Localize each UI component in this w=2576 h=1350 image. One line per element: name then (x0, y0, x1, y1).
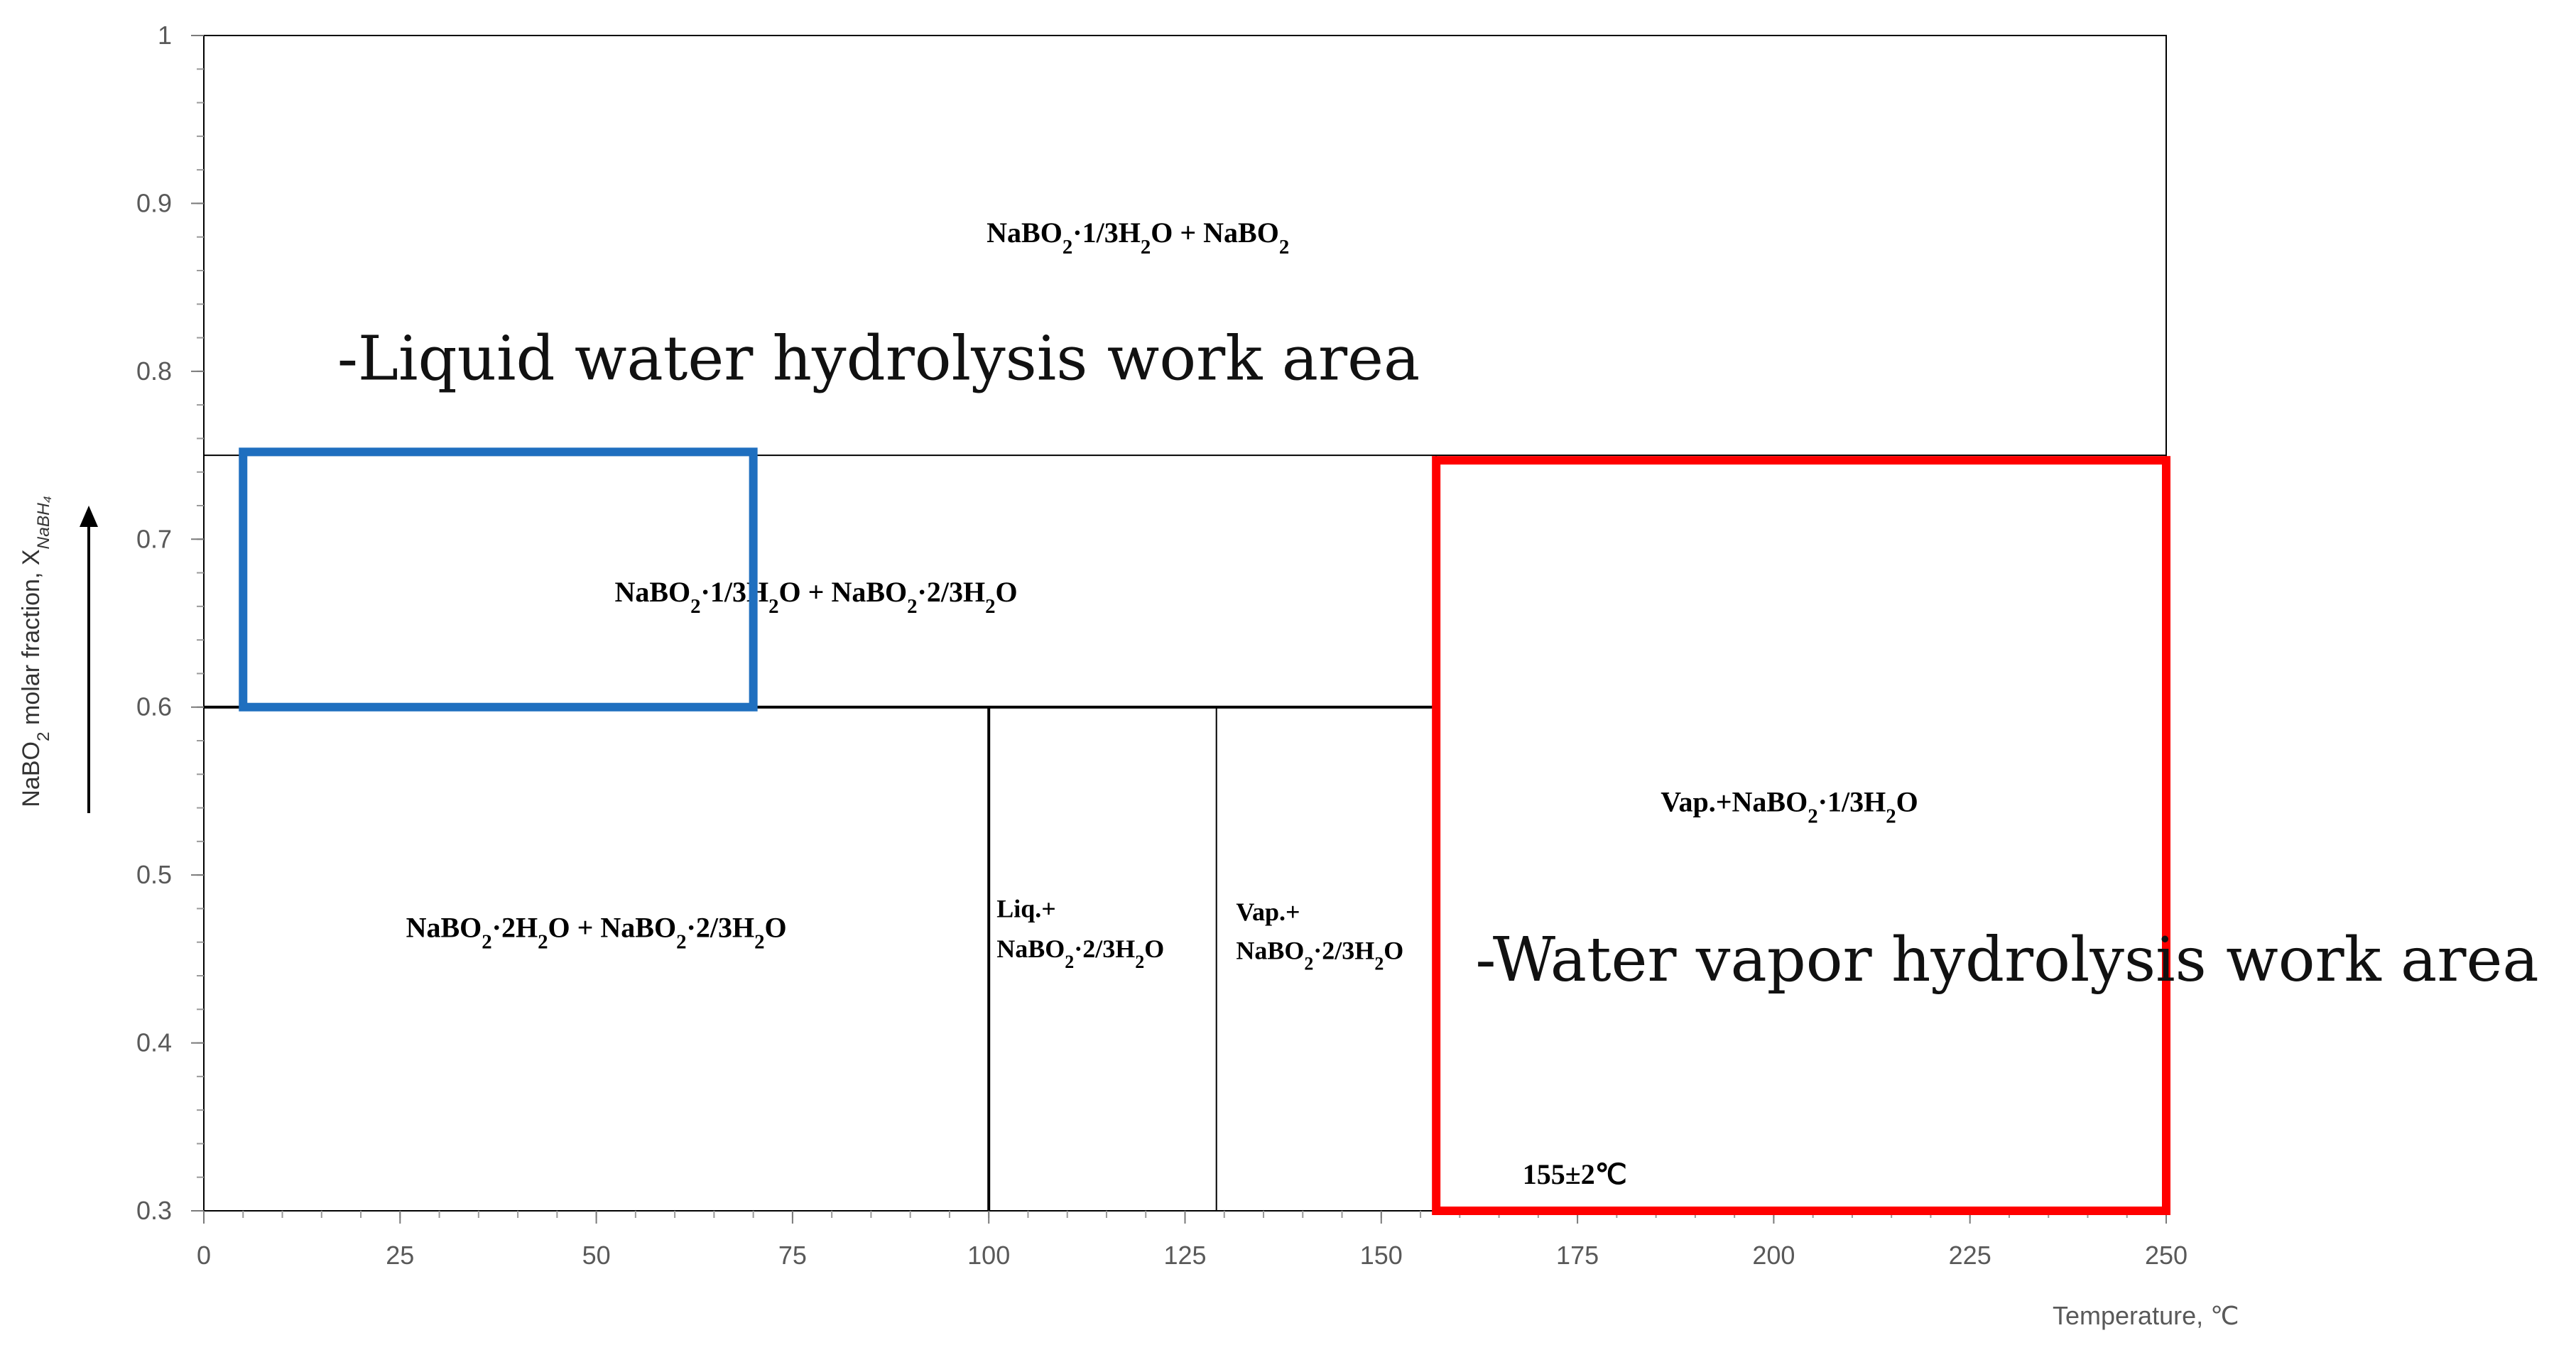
x-tick-label: 200 (1752, 1241, 1795, 1270)
x-tick-label: 50 (582, 1241, 611, 1270)
region-bottom-left: NaBO2·2H2O + NaBO2·2/3H2O (406, 912, 787, 954)
region-top: NaBO2·1/3H2O + NaBO2 (987, 217, 1289, 258)
y-tick-label: 0.6 (136, 692, 172, 722)
x-tick-label: 250 (2145, 1241, 2188, 1270)
liquid-work-area-box (239, 447, 758, 712)
y-tick-label: 0.5 (136, 860, 172, 889)
region-vapor-mid-line1: Vap.+ (1236, 898, 1300, 926)
x-tick-label: 25 (386, 1241, 414, 1270)
y-tick-label: 0.8 (136, 356, 172, 386)
x-axis-title: Temperature, ℃ (2053, 1301, 2239, 1330)
y-tick-label: 0.9 (136, 188, 172, 217)
x-tick-label: 0 (197, 1241, 211, 1270)
region-liquid-line2: NaBO2·2/3H2O (996, 935, 1164, 972)
y-axis-title: NaBO2 molar fraction, XNaBH₄ (18, 496, 53, 807)
region-vapor-mid-line2: NaBO2·2/3H2O (1236, 936, 1403, 974)
x-tick-label: 100 (967, 1241, 1010, 1270)
y-tick-label: 0.4 (136, 1028, 172, 1057)
liquid-work-area-label: -Liquid water hydrolysis work area (337, 324, 1420, 395)
y-tick-label: 0.3 (136, 1196, 172, 1225)
transition-temperature-label: 155±2℃ (1523, 1158, 1627, 1190)
region-vapor-right: Vap.+NaBO2·1/3H2O (1661, 785, 1918, 827)
region-middle: NaBO2·1/3H2O + NaBO2·2/3H2O (614, 576, 1017, 618)
x-tick-label: 225 (1949, 1241, 1991, 1270)
region-liquid-line1: Liq.+ (996, 894, 1056, 922)
vapor-work-area-label: -Water vapor hydrolysis work area (1475, 925, 2538, 996)
y-tick-label: 1 (158, 21, 172, 50)
x-tick-label: 125 (1163, 1241, 1206, 1270)
y-axis-title-group: NaBO2 molar fraction, XNaBH₄ (18, 496, 53, 807)
y-tick-label: 0.7 (136, 524, 172, 553)
vapor-work-area-box (1432, 456, 2170, 1215)
y-axis-arrow-head (80, 506, 98, 527)
plot-frame (203, 35, 2167, 1212)
x-tick-label: 150 (1360, 1241, 1403, 1270)
x-tick-label: 175 (1556, 1241, 1599, 1270)
x-tick-label: 75 (778, 1241, 807, 1270)
